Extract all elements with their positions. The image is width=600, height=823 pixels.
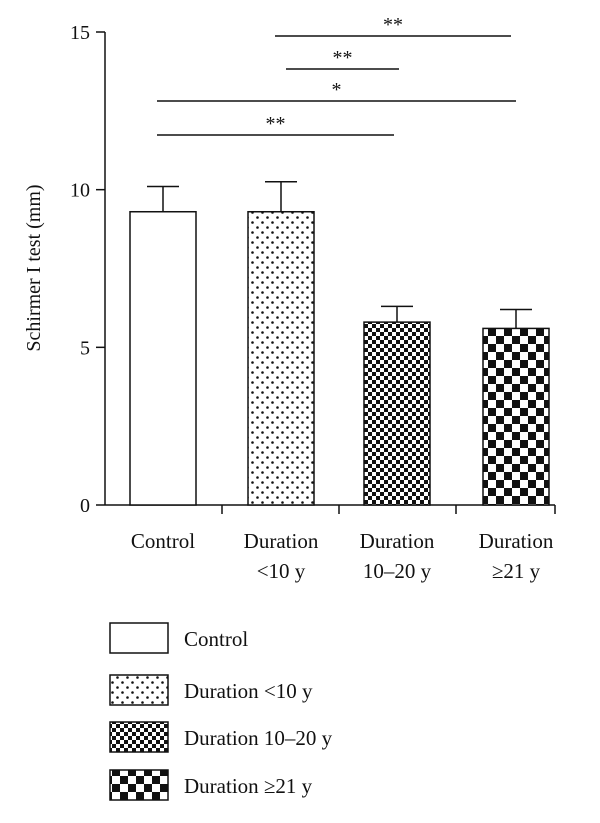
bar bbox=[129, 210, 197, 506]
significance-brackets: ******* bbox=[157, 14, 516, 136]
legend: Control Duration <10 y Duration 10–20 y Dur… bbox=[109, 622, 333, 801]
significance-label: ** bbox=[266, 113, 286, 135]
legend-swatch bbox=[109, 622, 169, 654]
significance-label: ** bbox=[333, 47, 353, 69]
legend-swatch bbox=[109, 721, 169, 753]
bar bbox=[247, 210, 315, 506]
significance-label: ** bbox=[383, 14, 403, 36]
bar bbox=[482, 327, 550, 506]
x-tick-label: Duration 10–20 y bbox=[360, 529, 435, 583]
y-tick-label: 10 bbox=[70, 180, 90, 202]
legend-swatch bbox=[109, 769, 169, 801]
x-tick-label: Control bbox=[131, 529, 195, 553]
legend-label: Control bbox=[184, 627, 248, 651]
legend-label: Duration 10–20 y bbox=[184, 726, 333, 750]
x-tick-label: Duration ≥21 y bbox=[479, 529, 554, 583]
error-bars bbox=[147, 181, 532, 329]
legend-label: Duration <10 y bbox=[184, 679, 313, 703]
y-axis-label: Schirmer I test (mm) bbox=[23, 184, 45, 351]
x-tick-labels: Control Duration <10 y Duration 10–20 y Durat… bbox=[131, 529, 554, 583]
x-tick-label: Duration <10 y bbox=[244, 529, 319, 583]
y-tick-label: 0 bbox=[80, 495, 90, 517]
significance-label: * bbox=[332, 79, 342, 101]
y-tick-label: 5 bbox=[80, 337, 90, 359]
legend-label: Duration ≥21 y bbox=[184, 774, 313, 798]
legend-swatch bbox=[109, 674, 169, 706]
bar bbox=[363, 321, 431, 506]
y-tick-label: 15 bbox=[70, 22, 90, 44]
y-ticks: 0 5 10 15 bbox=[70, 22, 556, 517]
bars bbox=[129, 210, 550, 506]
